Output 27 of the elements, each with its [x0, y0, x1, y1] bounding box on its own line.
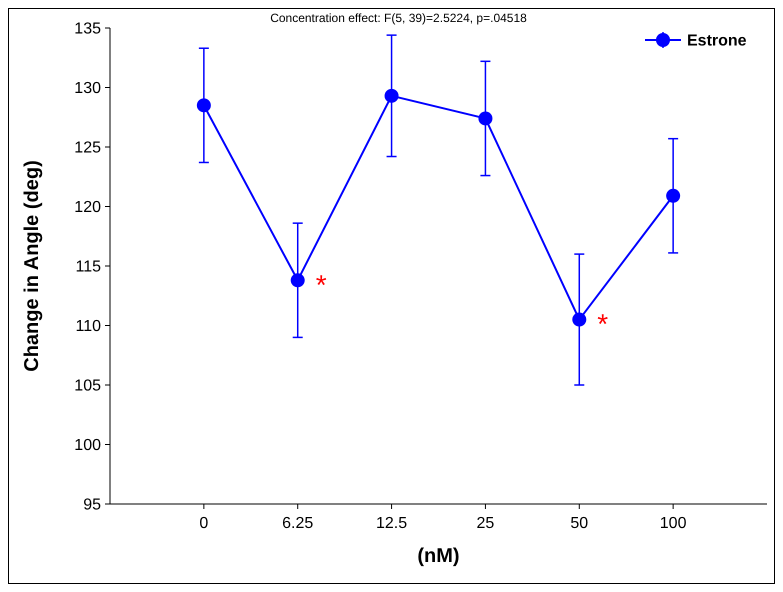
x-tick-label: 100 — [660, 515, 687, 532]
y-tick-label: 95 — [83, 496, 102, 514]
chart-title: Concentration effect: F(5, 39)=2.5224, p=.04518 — [270, 11, 528, 25]
x-tick-label: 50 — [570, 515, 588, 532]
point — [384, 88, 399, 103]
point — [290, 273, 305, 288]
x-tick-label: 12.5 — [376, 515, 408, 532]
y-tick-label: 135 — [74, 20, 102, 38]
y-tick-label: 110 — [75, 318, 102, 336]
point — [666, 188, 680, 203]
y-tick-label: 120 — [74, 199, 102, 216]
y-tick-label: 100 — [74, 437, 102, 454]
x-axis-title: (nM) — [417, 545, 460, 567]
x-tick-label: 6.25 — [282, 515, 314, 532]
point — [196, 98, 211, 112]
x-tick-label: 25 — [476, 515, 494, 532]
y-tick-label: 125 — [74, 140, 102, 157]
y-tick-label: 130 — [74, 80, 102, 98]
annotation: * — [316, 269, 327, 300]
point — [478, 111, 492, 126]
legend-label: Estrone — [687, 32, 747, 50]
annotation: * — [597, 308, 608, 340]
y-tick-label: 115 — [75, 258, 102, 276]
point — [572, 312, 586, 327]
x-tick-label: 0 — [199, 515, 208, 532]
y-axis-title: Change in Angle (deg) — [21, 160, 43, 372]
y-tick-label: 105 — [74, 378, 102, 395]
